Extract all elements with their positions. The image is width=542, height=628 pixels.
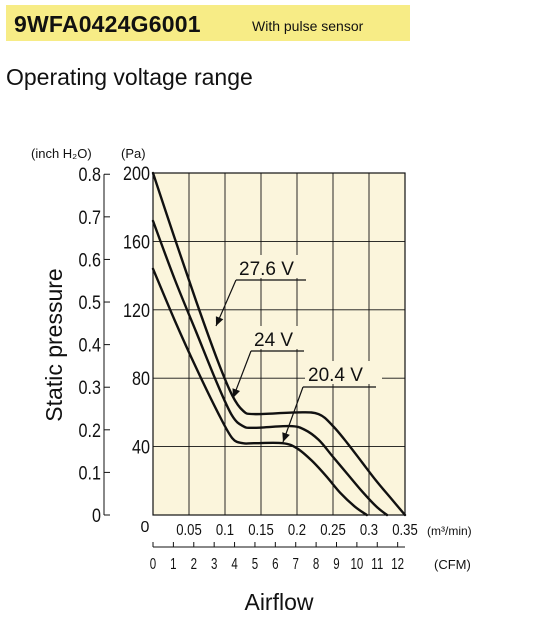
cfm-tick-label: 7 <box>293 554 300 572</box>
label-arrowhead <box>215 316 224 326</box>
pa-tick-label: 160 <box>123 231 150 253</box>
label-leader <box>282 386 304 443</box>
pa-tick-label: 40 <box>132 436 150 458</box>
inch-tick-label: 0 <box>92 505 101 527</box>
cfm-unit-label: (CFM) <box>434 557 471 572</box>
chart-subtitle: Operating voltage range <box>6 64 253 90</box>
model-note: With pulse sensor <box>252 18 364 34</box>
inch-tick-label: 0.8 <box>79 164 102 186</box>
x-tick-label: 0.1 <box>216 522 234 539</box>
label-bg <box>236 255 310 278</box>
x-tick-label: 0.25 <box>320 522 346 539</box>
label-bg <box>305 361 382 384</box>
inch-tick-label: 0.5 <box>79 292 102 314</box>
cfm-tick-label: 11 <box>371 554 383 572</box>
inch-tick-label: 0.7 <box>79 207 101 229</box>
label-bg <box>251 326 308 349</box>
cfm-tick-label: 8 <box>313 554 320 572</box>
y-axis-title: Static pressure <box>41 268 67 421</box>
voltage-label: 27.6 V <box>239 259 294 280</box>
x-tick-label: 0.3 <box>360 522 378 539</box>
curve-27-6-V <box>151 171 407 517</box>
cfm-tick-label: 4 <box>231 554 238 572</box>
pa-tick-label: 200 <box>123 163 150 185</box>
cfm-tick-label: 2 <box>191 554 198 572</box>
cfm-tick-label: 0 <box>150 554 157 572</box>
pa-tick-label: 80 <box>132 368 150 390</box>
voltage-label: 20.4 V <box>308 365 363 386</box>
voltage-label: 24 V <box>254 330 293 351</box>
model-number: 9WFA0424G6001 <box>14 11 201 37</box>
cfm-tick-label: 3 <box>211 554 218 572</box>
cfm-tick-label: 10 <box>350 554 363 572</box>
x-unit-label: (m³/min) <box>427 524 472 538</box>
inch-tick-label: 0.2 <box>79 420 101 442</box>
pa-unit-label: (Pa) <box>121 146 146 161</box>
label-arrowhead <box>282 432 290 442</box>
inch-tick-label: 0.6 <box>79 249 102 271</box>
curve-24-V <box>151 219 389 517</box>
x-tick-label: 0.05 <box>176 522 202 539</box>
x-tick-label: 0.35 <box>392 522 418 539</box>
inch-unit-label: (inch H₂O) <box>31 146 92 161</box>
inch-tick-label: 0.1 <box>79 462 101 484</box>
model-header: 9WFA0424G6001 With pulse sensor <box>6 5 410 41</box>
x-axis-title: Airflow <box>244 589 313 615</box>
x-tick-label: 0.15 <box>248 522 274 539</box>
pa-tick-label: 120 <box>123 300 150 322</box>
pa-zero-label: 0 <box>141 519 150 536</box>
label-arrowhead <box>232 388 240 398</box>
inch-tick-label: 0.4 <box>79 334 102 356</box>
cfm-tick-label: 9 <box>333 554 340 572</box>
x-tick-label: 0.2 <box>288 522 306 539</box>
cfm-tick-label: 5 <box>252 554 259 572</box>
cfm-tick-label: 6 <box>272 554 279 572</box>
curve-20-4-V <box>151 267 368 517</box>
cfm-tick-label: 12 <box>391 554 404 572</box>
cfm-tick-label: 1 <box>170 554 177 572</box>
inch-tick-label: 0.3 <box>79 377 102 399</box>
